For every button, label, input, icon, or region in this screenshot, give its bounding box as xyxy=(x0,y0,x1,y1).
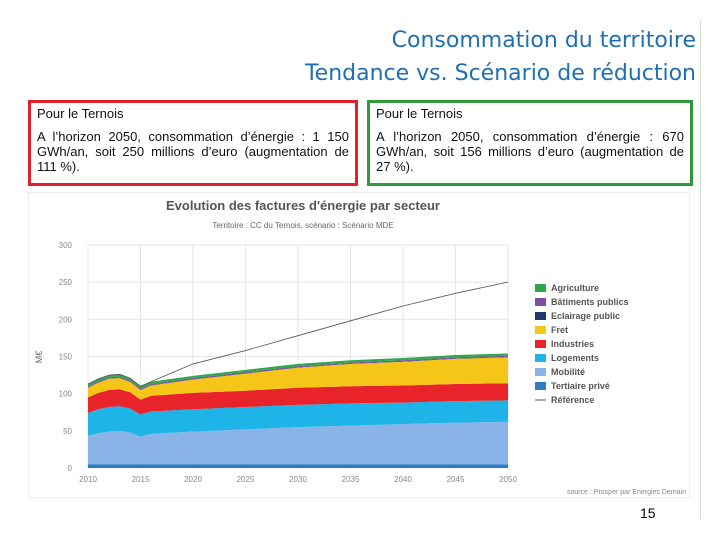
legend-label: Agriculture xyxy=(551,283,599,293)
x-tick-label: 2020 xyxy=(184,475,202,484)
edge-line xyxy=(700,20,701,520)
box-text: A l’horizon 2050, consommation d’énergie… xyxy=(37,129,349,174)
area xyxy=(88,464,508,468)
area xyxy=(88,421,508,465)
legend-label: Logements xyxy=(551,353,599,363)
x-tick-label: 2040 xyxy=(394,475,412,484)
x-tick-label: 2010 xyxy=(79,475,97,484)
legend-swatch xyxy=(535,382,546,390)
box-heading: Pour le Ternois xyxy=(376,106,463,121)
x-tick-label: 2035 xyxy=(342,475,360,484)
y-tick-label: 150 xyxy=(59,353,73,362)
info-box: Pour le Ternois A l’horizon 2050, consom… xyxy=(367,100,693,186)
chart-subtitle: Territoire : CC du Ternois, scénario : S… xyxy=(212,221,393,230)
box-heading: Pour le Ternois xyxy=(37,106,124,121)
y-tick-label: 50 xyxy=(63,427,72,436)
reference-line xyxy=(87,281,509,387)
legend-swatch xyxy=(535,368,546,376)
legend-label: Industries xyxy=(551,339,594,349)
legend-label: Bâtiments publics xyxy=(551,297,629,307)
legend-swatch xyxy=(535,340,546,348)
legend-swatch xyxy=(535,354,546,362)
page-number: 15 xyxy=(640,505,656,521)
legend-swatch xyxy=(535,312,546,320)
legend-label: Tertiaire privé xyxy=(551,381,610,391)
box-text: A l’horizon 2050, consommation d’énergie… xyxy=(376,129,684,174)
y-tick-label: 300 xyxy=(59,241,73,250)
legend-swatch xyxy=(535,284,546,292)
y-tick-label: 200 xyxy=(59,315,73,324)
slide-subtitle: Tendance vs. Scénario de réduction xyxy=(304,61,696,86)
x-tick-label: 2045 xyxy=(447,475,465,484)
y-tick-label: 250 xyxy=(59,278,73,287)
area xyxy=(88,383,508,415)
x-tick-label: 2025 xyxy=(237,475,255,484)
y-tick-label: 100 xyxy=(59,390,73,399)
area xyxy=(88,400,508,437)
chart: Evolution des factures d'énergie par sec… xyxy=(28,192,690,498)
y-axis-label: M€ xyxy=(34,351,44,364)
legend-label: Fret xyxy=(551,325,568,335)
area xyxy=(88,357,508,400)
legend-swatch xyxy=(535,326,546,334)
slide-title: Consommation du territoire xyxy=(391,28,696,53)
legend-label: Référence xyxy=(551,395,595,405)
info-box: Pour le Ternois A l’horizon 2050, consom… xyxy=(28,100,358,186)
y-tick-label: 0 xyxy=(68,464,73,473)
x-tick-label: 2030 xyxy=(289,475,307,484)
source: source : Prosper par Energies Demain xyxy=(567,489,686,496)
legend-swatch xyxy=(535,298,546,306)
chart-title: Evolution des factures d'énergie par sec… xyxy=(166,198,440,213)
legend-label: Mobilité xyxy=(551,367,585,377)
legend-label: Eclairage public xyxy=(551,311,620,321)
x-tick-label: 2015 xyxy=(132,475,150,484)
x-tick-label: 2050 xyxy=(499,475,517,484)
